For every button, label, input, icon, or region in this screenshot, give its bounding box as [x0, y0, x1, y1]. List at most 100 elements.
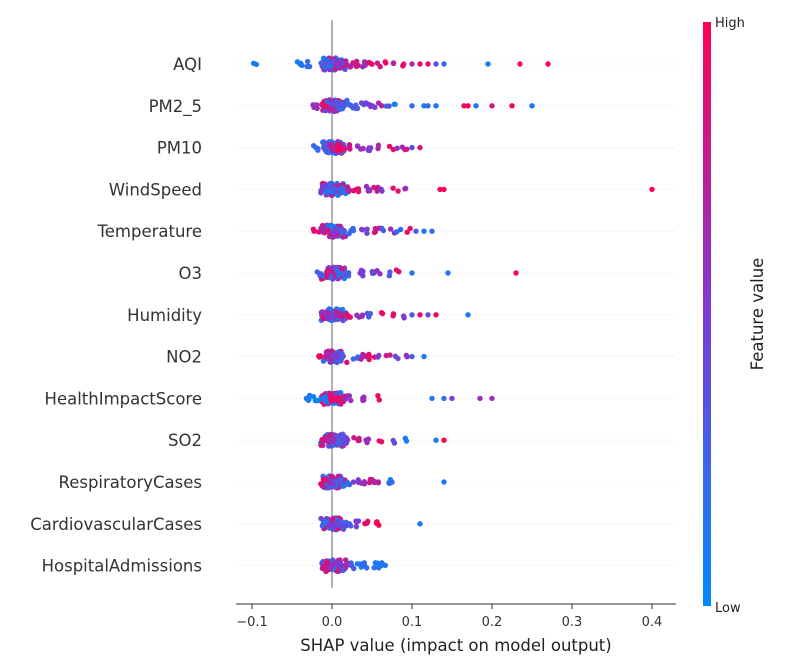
shap-point	[323, 60, 330, 66]
shap-point	[417, 61, 423, 67]
shap-point	[363, 565, 370, 571]
shap-point	[358, 146, 364, 152]
shap-point	[338, 230, 345, 237]
shap-point	[330, 351, 336, 358]
shap-point	[513, 270, 519, 276]
shap-point	[342, 145, 348, 152]
feature-label: PM10	[157, 139, 202, 158]
shap-point	[338, 60, 345, 66]
shap-point	[373, 520, 380, 527]
shap-point	[345, 188, 352, 195]
shap-point	[350, 105, 356, 111]
shap-point	[387, 226, 394, 232]
shap-point	[449, 395, 455, 402]
shap-point	[322, 104, 328, 110]
shap-point	[319, 229, 325, 235]
x-tick-label: −0.1	[236, 615, 268, 630]
shap-point	[347, 64, 353, 70]
shap-point	[404, 229, 410, 235]
shap-point	[386, 479, 392, 486]
shap-point	[402, 186, 408, 192]
shap-point	[326, 443, 332, 449]
shap-point	[374, 267, 380, 274]
x-tick-label: 0.3	[562, 615, 583, 630]
shap-point	[328, 63, 334, 70]
shap-point	[324, 272, 330, 279]
shap-point	[351, 565, 357, 572]
shap-point	[383, 60, 389, 66]
shap-point	[327, 97, 333, 103]
shap-point	[250, 60, 257, 67]
feature-label: HealthImpactScore	[45, 389, 202, 408]
shap-point	[441, 437, 447, 443]
shap-point	[396, 268, 402, 275]
shap-point	[379, 225, 385, 232]
shap-point	[339, 431, 346, 437]
shap-point	[310, 142, 317, 149]
shap-point	[331, 108, 337, 115]
shap-point	[403, 438, 410, 444]
row-gridlines	[236, 63, 676, 566]
shap-point	[353, 63, 360, 70]
feature-label: WindSpeed	[109, 180, 202, 199]
shap-point	[517, 61, 523, 67]
shap-point	[361, 101, 367, 108]
shap-point	[489, 103, 495, 109]
shap-point	[390, 185, 396, 191]
shap-point	[375, 392, 381, 399]
shap-point	[366, 147, 373, 154]
shap-point	[477, 395, 483, 402]
shap-point	[350, 227, 357, 234]
shap-point	[328, 481, 335, 488]
shap-point	[328, 564, 334, 570]
shap-point	[409, 144, 415, 151]
shap-point	[346, 230, 352, 237]
colorbar-low-label: Low	[715, 601, 741, 616]
shap-point	[375, 479, 382, 486]
feature-label: PM2_5	[149, 97, 202, 117]
shap-point	[339, 306, 346, 313]
feature-label: RespiratoryCases	[58, 473, 202, 492]
shap-point	[375, 354, 381, 360]
feature-label: O3	[179, 264, 203, 283]
shap-point	[318, 481, 324, 487]
shap-point	[336, 145, 342, 152]
shap-point	[489, 395, 495, 402]
shap-point	[329, 223, 335, 230]
shap-point	[335, 478, 341, 484]
shap-point	[354, 105, 361, 112]
shap-point	[417, 312, 423, 318]
shap-point	[358, 356, 364, 362]
shap-point	[335, 272, 342, 278]
shap-point	[304, 58, 311, 65]
shap-point	[461, 103, 467, 109]
shap-point	[331, 185, 337, 192]
shap-point	[322, 394, 328, 400]
shap-point	[344, 311, 350, 318]
shap-point	[339, 184, 345, 191]
shap-point	[437, 186, 443, 193]
x-tick-label: 0.2	[482, 615, 503, 630]
shap-point	[320, 358, 327, 364]
shap-point	[339, 351, 345, 357]
shap-point	[386, 143, 393, 150]
shap-point	[382, 562, 388, 569]
feature-label: Temperature	[96, 222, 202, 241]
shap-point	[348, 397, 354, 404]
shap-point	[545, 61, 551, 67]
shap-point	[337, 397, 343, 404]
shap-point	[329, 473, 336, 480]
shap-point	[441, 186, 447, 193]
shap-point	[395, 355, 401, 362]
shap-point	[378, 439, 385, 445]
shap-point	[334, 359, 340, 366]
shap-point	[323, 476, 329, 483]
shap-point	[413, 228, 419, 234]
shap-point	[320, 64, 326, 70]
shap-point	[387, 269, 393, 275]
shap-point	[378, 310, 385, 316]
shap-point	[409, 270, 415, 276]
shap-point	[359, 313, 365, 320]
shap-point	[335, 352, 341, 358]
